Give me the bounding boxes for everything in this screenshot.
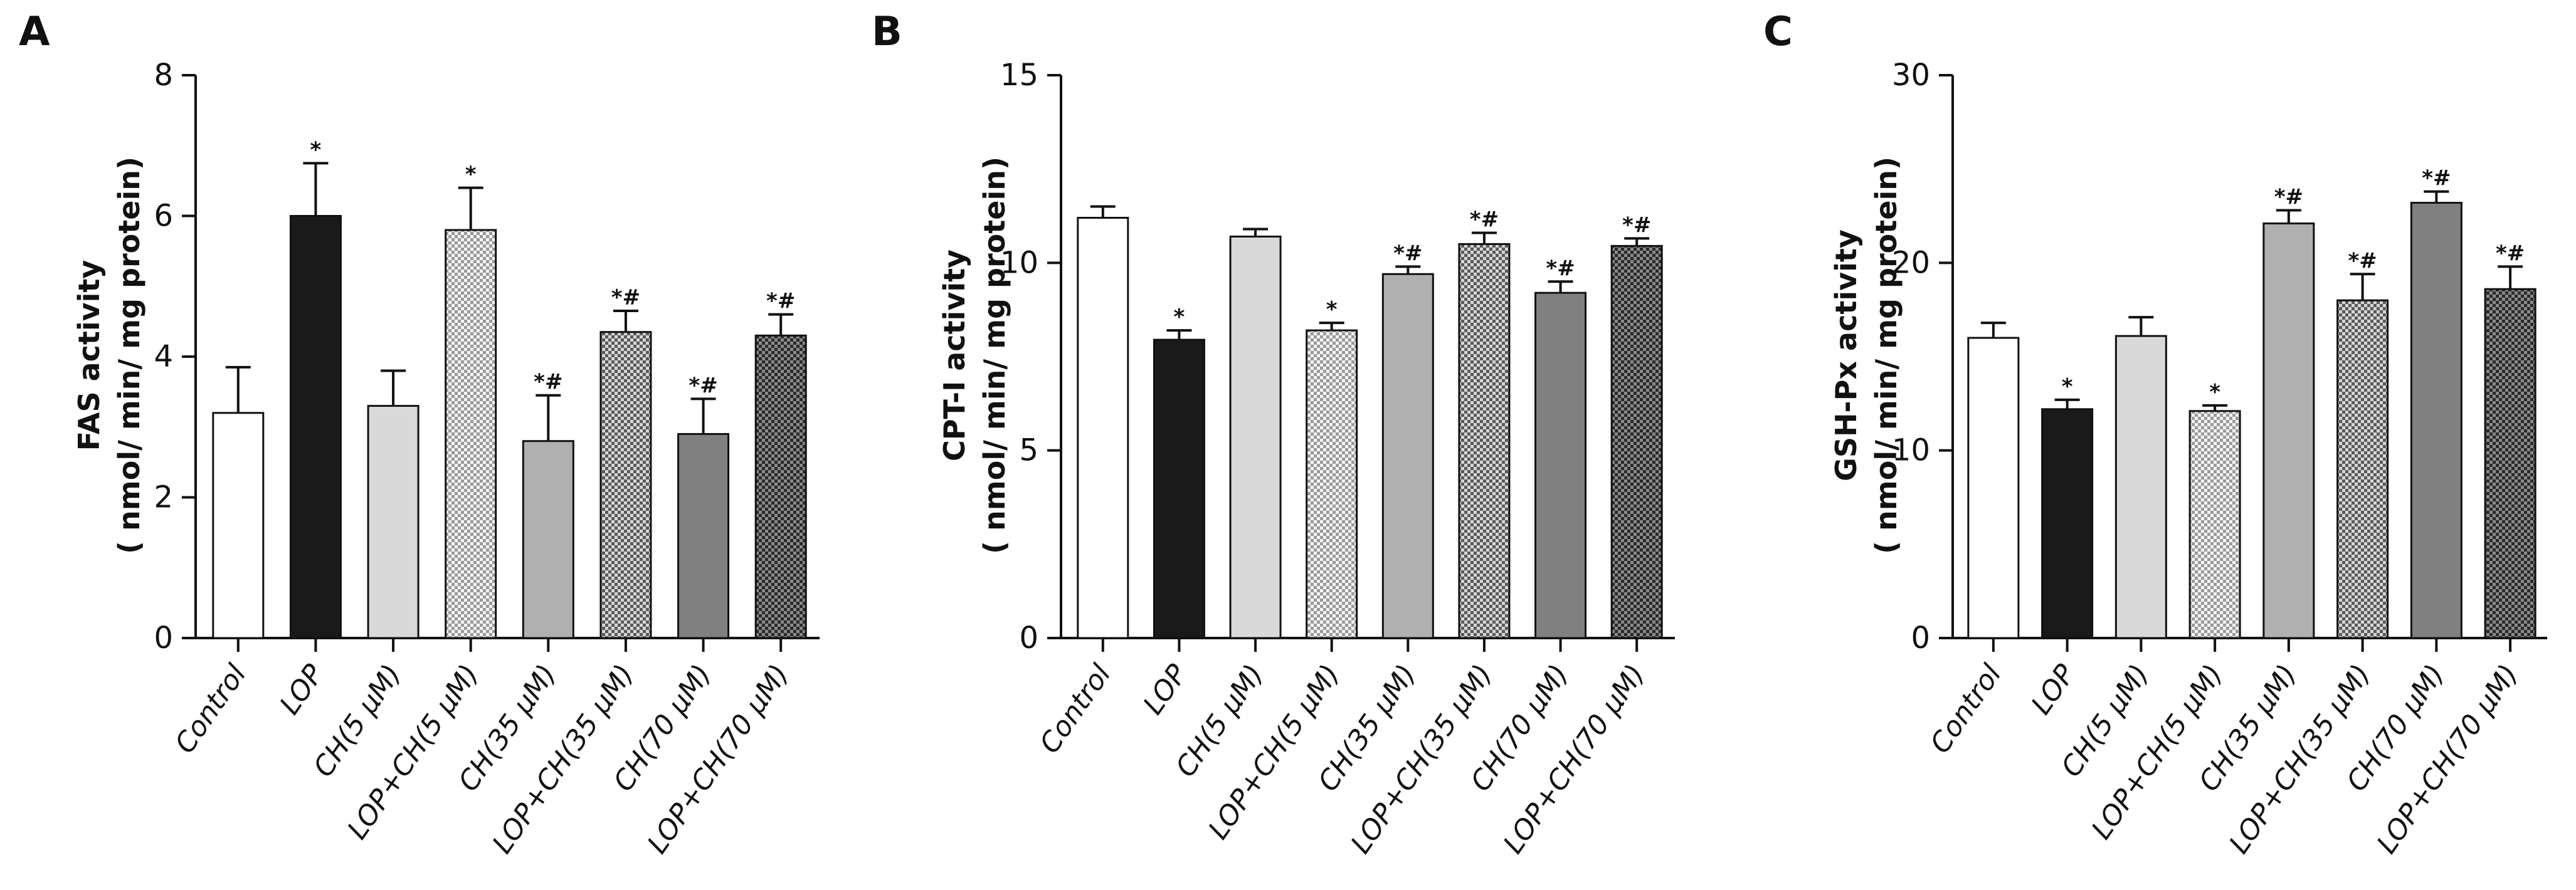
bar [677,432,730,639]
significance-marker: * [1174,305,1185,330]
panel-letter: C [1763,9,1793,55]
bar [522,440,574,639]
bar [2188,410,2241,639]
x-tick-label: LOP+CH(35 μM) [486,659,640,859]
significance-marker: *# [689,373,717,398]
bar [1306,329,1358,639]
bar [1458,243,1511,639]
x-tick-label: LOP [1137,659,1193,721]
y-tick-label: 5 [1019,433,1038,468]
y-tick-label: 10 [1000,245,1038,280]
x-tick-label: Control [169,658,253,759]
significance-marker: * [310,137,322,162]
bar [2410,202,2463,639]
significance-marker: *# [1546,256,1575,281]
bar [445,229,497,639]
bar [1229,235,1282,639]
panel-letter: B [872,9,902,55]
x-tick-label: LOP [273,659,330,721]
bar [2114,335,2167,639]
y-axis-label: GSH-Px activity [1829,229,1863,481]
significance-marker: *# [2348,248,2377,273]
y-tick-label: 30 [1892,58,1930,93]
significance-marker: * [2209,380,2220,405]
x-tick-label: Control [1924,658,2008,759]
bar [212,412,265,639]
x-tick-label: LOP+CH(5 μM) [2086,659,2229,845]
significance-marker: *# [2496,241,2525,266]
panel-b: B CPT-I activity ( nmol/ min/ mg protein… [872,9,1675,859]
bar [289,215,342,639]
y-tick-label: 0 [154,620,173,656]
y-axis-label-units: ( nmol/ min/ mg protein) [112,157,146,554]
y-axis-label: CPT-I activity [937,249,971,461]
bar [1534,291,1587,639]
significance-marker: *# [766,289,795,314]
x-tick-label: LOP+CH(35 μM) [1344,659,1499,859]
y-tick-label: 6 [154,199,173,234]
bar [599,331,652,639]
panel-c: C GSH-Px activity ( nmol/ min/ mg protei… [1763,9,2547,859]
bar [2336,299,2389,639]
y-tick-label: 0 [1911,620,1930,656]
significance-marker: * [465,162,477,187]
bar [2262,222,2315,639]
significance-marker: *# [2422,166,2451,191]
bar [2041,408,2094,639]
y-tick-label: 0 [1019,620,1038,656]
y-tick-label: 15 [1000,58,1038,93]
y-tick-label: 2 [154,480,173,515]
y-axis-label-units: ( nmol/ min/ mg protein) [1869,157,1903,554]
y-axis-label: FAS activity [72,260,106,451]
bar [1967,337,2020,639]
x-tick-label: Control [1033,658,1117,759]
bar [754,334,807,639]
significance-marker: *# [1470,207,1499,232]
significance-marker: *# [1622,212,1651,238]
y-tick-label: 4 [154,339,173,374]
y-tick-label: 20 [1892,245,1930,280]
y-tick-label: 10 [1892,433,1930,468]
significance-marker: *# [611,285,640,310]
significance-marker: * [1326,297,1338,322]
significance-marker: *# [534,370,562,395]
significance-marker: * [2062,374,2073,399]
x-tick-label: LOP [2025,659,2081,721]
significance-marker: *# [1393,241,1422,266]
bar [1153,338,1205,639]
bar [2484,288,2536,639]
x-tick-label: LOP+CH(70 μM) [2371,659,2525,859]
y-tick-label: 8 [154,58,173,93]
panel-a: A FAS activity ( nmol/ min/ mg protein) … [19,9,820,859]
panel-letter: A [19,9,50,55]
bar [1381,273,1434,639]
x-tick-label: LOP+CH(70 μM) [1497,659,1652,859]
y-axis-label-units: ( nmol/ min/ mg protein) [978,157,1011,554]
bar [1077,216,1129,639]
bar [1610,244,1663,639]
bar [367,405,420,639]
x-tick-label: LOP+CH(70 μM) [641,659,796,859]
significance-marker: *# [2274,185,2303,210]
